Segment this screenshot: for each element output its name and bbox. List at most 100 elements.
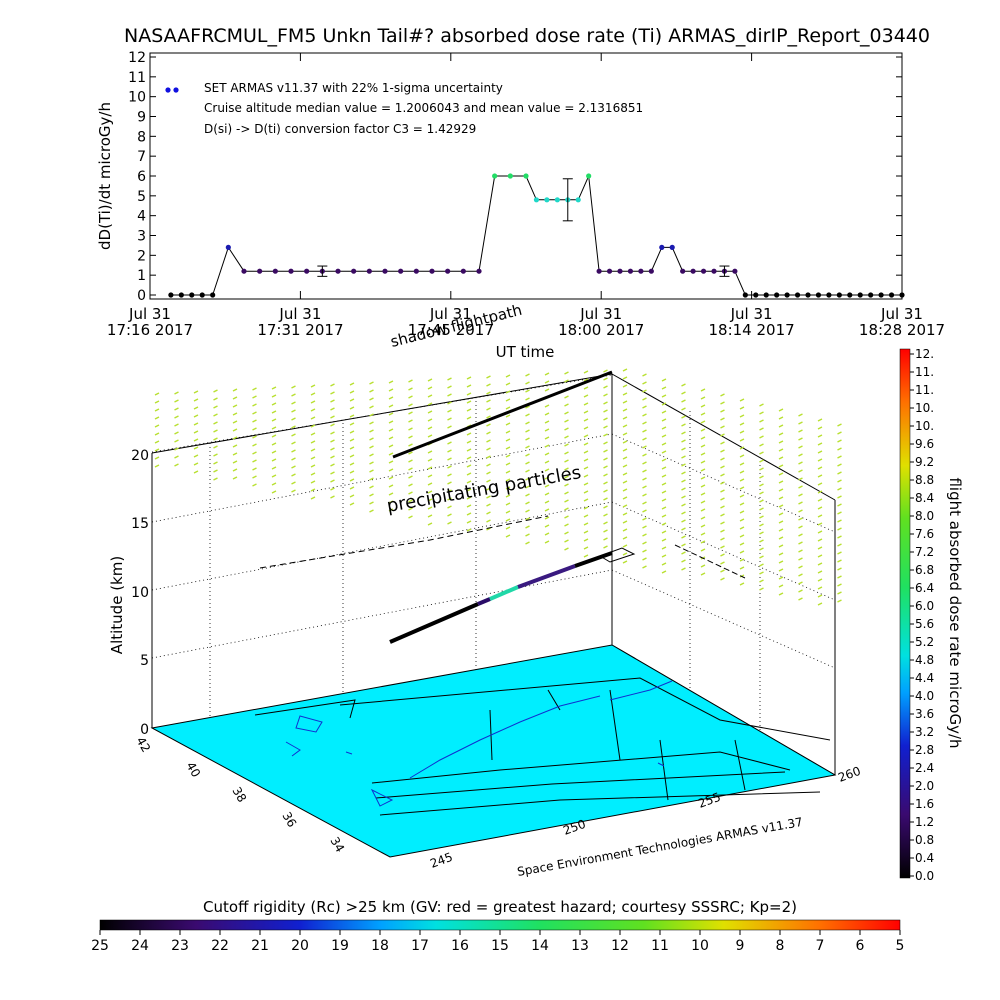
bottom-tick-label: 5 (896, 938, 905, 954)
data-point (742, 292, 748, 298)
x-tick-time: 17:31 2017 (257, 321, 343, 339)
data-point (445, 268, 451, 274)
data-point (826, 292, 832, 298)
bottom-tick-label: 12 (611, 938, 629, 954)
data-point (857, 292, 863, 298)
y-tick-label: 12 (128, 50, 146, 66)
data-point (492, 173, 498, 179)
colorbar-tick-label: 8.8 (915, 473, 934, 487)
data-point (304, 268, 310, 274)
y-axis-label: dD(Ti)/dt microGy/h (96, 102, 114, 250)
data-point (774, 292, 780, 298)
x-tick-time: 17:16 2017 (107, 321, 193, 339)
y-tick-label: 11 (128, 70, 146, 86)
data-point (335, 268, 341, 274)
x-tick-date: Jul 31 (730, 305, 773, 323)
data-point (805, 292, 811, 298)
bottom-tick-label: 21 (251, 938, 269, 954)
colorbar-tick-label: 7.2 (915, 545, 934, 559)
data-point (700, 268, 707, 274)
colorbar-tick-label: 12. (915, 347, 934, 361)
y-tick-label: 10 (128, 90, 146, 106)
data-point (868, 292, 874, 298)
colorbar-tick-label: 8.0 (915, 509, 934, 523)
colorbar-tick-label: 6.8 (915, 563, 934, 577)
y-tick-label: 8 (137, 129, 146, 145)
z-tick: 20 (131, 448, 149, 464)
flight-map-3d: Altitude (km) 0 5 10 15 20 42 40 38 36 3… (108, 301, 863, 879)
data-point (732, 268, 738, 274)
colorbar-tick-label: 5.2 (915, 635, 934, 649)
colorbar-tick-label: 9.2 (915, 455, 934, 469)
dose-rate-series (168, 173, 905, 298)
colorbar-tick-label: 0.0 (915, 869, 934, 883)
flightpath-projection-right (674, 544, 746, 579)
data-point (575, 197, 581, 203)
y-tick-label: 4 (137, 209, 146, 225)
lat-tick: 42 (133, 735, 153, 755)
data-point (189, 292, 195, 298)
x-axis-label: UT time (496, 343, 555, 361)
y-tick-label: 0 (137, 288, 146, 304)
data-point (617, 268, 623, 274)
legend-line-1: SET ARMAS v11.37 with 22% 1-sigma uncert… (204, 81, 503, 95)
bottom-tick-label: 18 (371, 938, 389, 954)
y-tick-label: 6 (137, 169, 146, 185)
z-tick: 0 (140, 722, 149, 738)
data-point (847, 292, 853, 298)
x-tick-time: 18:14 2017 (709, 321, 795, 339)
colorbar-tick-label: 9.6 (915, 437, 934, 451)
colorbar-tick-label: 2.0 (915, 779, 934, 793)
bottom-tick-label: 24 (131, 938, 149, 954)
lat-tick: 40 (183, 760, 203, 780)
bottom-colorbar: Cutoff rigidity (Rc) >25 km (GV: red = g… (91, 898, 904, 954)
colorbar-ticks: 0.0 0.4 0.8 1.2 1.6 2.0 2.4 2.8 3.2 3.6 4.0 4.4 4.8 5… (910, 347, 934, 883)
x-tick-date: Jul 31 (128, 305, 171, 323)
lat-tick: 34 (327, 835, 347, 855)
colorbar-tick-label: 2.8 (915, 743, 934, 757)
lat-tick: 38 (229, 785, 249, 805)
shadow-flightpath-line (392, 370, 613, 459)
legend-line-3: D(si) -> D(ti) conversion factor C3 = 1.… (204, 122, 476, 136)
colorbar-tick-label: 8.4 (915, 491, 934, 505)
data-point (199, 292, 205, 298)
bottom-tick-label: 15 (491, 938, 509, 954)
x-tick-date: Jul 31 (278, 305, 321, 323)
data-point (533, 197, 540, 203)
bottom-tick-label: 19 (331, 938, 349, 954)
bottom-tick-label: 7 (816, 938, 825, 954)
data-point (225, 244, 231, 250)
bottom-colorbar-gradient (99, 919, 901, 931)
data-point (836, 292, 842, 298)
bottom-colorbar-ticks: 25 24 23 22 21 20 19 18 17 16 15 14 13 12 11 10 9 8 7 6 5 (91, 930, 904, 954)
z-tick: 5 (140, 653, 149, 669)
data-point (523, 173, 529, 179)
x-tick-date: Jul 31 (579, 305, 622, 323)
ground-surface (150, 644, 837, 858)
colorbar-tick-label: 11. (915, 365, 934, 379)
colorbar-tick-label: 2.4 (915, 761, 934, 775)
bottom-tick-label: 9 (736, 938, 745, 954)
colorbar-tick-label: 3.6 (915, 707, 934, 721)
x-tick-time: 18:28 2017 (859, 321, 945, 339)
legend: SET ARMAS v11.37 with 22% 1-sigma uncert… (165, 81, 643, 136)
y-tick-label: 5 (137, 189, 146, 205)
data-point (888, 292, 895, 298)
lon-tick: 245 (428, 850, 454, 871)
x-tick-date: Jul 31 (429, 305, 472, 323)
colorbar-tick-label: 3.2 (915, 725, 934, 739)
data-point (476, 268, 482, 274)
z-tick: 15 (131, 516, 149, 532)
y-tick-label: 1 (137, 268, 146, 284)
data-point (544, 197, 550, 203)
x-tick-date: Jul 31 (880, 305, 923, 323)
data-point (554, 197, 560, 203)
y-tick-label: 2 (137, 248, 146, 264)
colorbar-tick-label: 6.4 (915, 581, 934, 595)
z-axis-label: Altitude (km) (108, 556, 126, 654)
data-point (168, 292, 174, 298)
data-point (178, 292, 184, 298)
annotation-precipitating-particles: precipitating particles (385, 462, 582, 517)
data-point (596, 268, 602, 274)
